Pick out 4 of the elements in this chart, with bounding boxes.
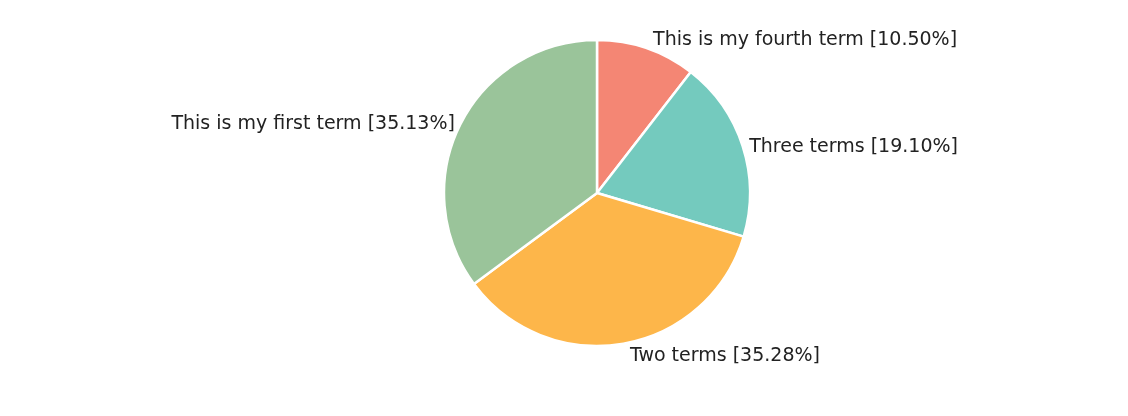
slice-label: Three terms [19.10%]: [748, 134, 958, 157]
slice-label: Two terms [35.28%]: [628, 343, 820, 366]
slice-label: This is my first term [35.13%]: [170, 110, 455, 133]
slice-label: This is my fourth term [10.50%]: [652, 27, 958, 50]
